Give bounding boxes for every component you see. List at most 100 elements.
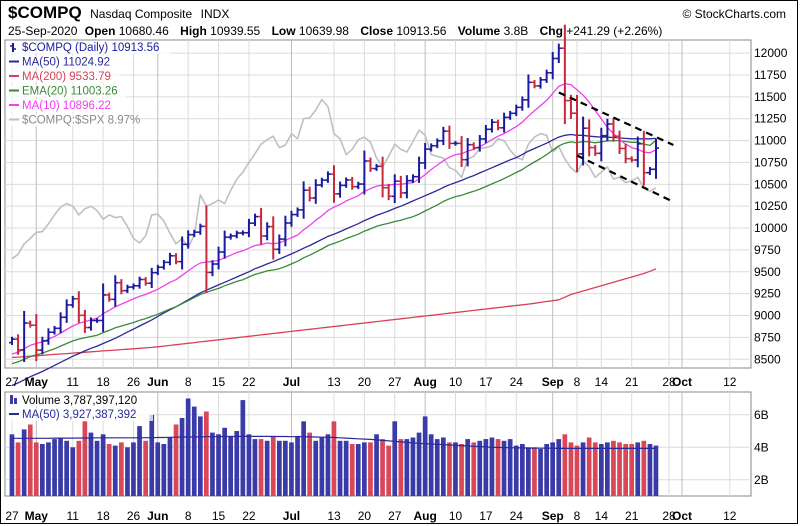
date-tick-label: May	[25, 509, 49, 523]
date-tick-label: 10	[449, 375, 463, 389]
ohlc-bar	[100, 283, 107, 332]
volume-bar	[143, 440, 148, 497]
volume-bar	[325, 434, 331, 497]
index-name: Nasdaq Composite	[90, 7, 193, 21]
date-tick-label: 21	[625, 375, 639, 389]
ohlc-bar	[118, 279, 125, 295]
ohlc-bar	[349, 176, 356, 190]
ohlc-bar	[488, 119, 495, 133]
ohlc-bar	[440, 126, 447, 146]
ohlc-bar	[179, 236, 186, 270]
date-tick-label: 18	[96, 509, 110, 523]
ohlc-bar	[428, 143, 435, 152]
volume-bar	[100, 434, 106, 497]
date-tick-label: 12	[723, 375, 737, 389]
close-value: 10913.56	[396, 24, 447, 38]
ohlc-bar	[191, 229, 198, 238]
volume-bar	[611, 440, 616, 497]
volume-bar	[301, 421, 306, 497]
quote-summary: 25-Sep-2020 Open 10680.46 High 10939.55 …	[8, 24, 670, 38]
date-tick-label: 18	[96, 375, 110, 389]
date-tick-label: 14	[595, 509, 609, 523]
volume-bar	[52, 439, 57, 496]
volume-bar	[434, 439, 440, 496]
ohlc-bar	[209, 260, 216, 277]
volume-bar	[368, 442, 373, 496]
close-label: Close	[360, 24, 394, 38]
ohlc-bar	[282, 215, 289, 247]
price-tick-label: 9250	[754, 287, 781, 301]
source-credit[interactable]: © StockCharts.com	[682, 7, 786, 21]
ohlc-bar	[215, 246, 222, 270]
volume-bar	[562, 434, 568, 497]
volume-bar	[568, 442, 574, 496]
ohlc-bar	[464, 137, 471, 167]
ohlc-bar	[9, 336, 15, 345]
legend-volume-swatch	[14, 398, 17, 404]
ohlc-bar	[409, 174, 416, 184]
volume-bar	[185, 398, 191, 496]
volume-bar	[404, 439, 410, 496]
volume-bar	[112, 445, 118, 496]
volume-bar	[210, 432, 215, 496]
volume-bar	[422, 416, 428, 496]
ohlc-bar	[610, 118, 617, 142]
ohlc-bar	[57, 312, 64, 334]
date-tick-label: 8	[574, 509, 581, 523]
ohlc-bar	[592, 144, 599, 156]
volume-bar	[489, 437, 495, 496]
price-tick-label: 10500	[754, 177, 788, 191]
volume-bar	[240, 400, 246, 496]
volume-bar	[270, 435, 276, 496]
volume-bar	[289, 442, 294, 496]
volume-bar	[319, 437, 325, 496]
ohlc-bar	[312, 179, 319, 204]
ohlc-bar	[434, 138, 441, 149]
ohlc-bar	[288, 210, 295, 227]
volume-bar	[513, 445, 519, 496]
price-tick-label: 9000	[754, 309, 781, 323]
volume-bar	[447, 442, 452, 496]
price-tick-label: 9750	[754, 243, 781, 257]
volume-bar	[313, 440, 319, 497]
ticker-symbol: $COMPQ	[8, 3, 82, 22]
date-tick-label: 11	[67, 509, 80, 523]
change-value: +241.29 (+2.26%)	[566, 24, 663, 38]
volume-ma50-line	[12, 435, 656, 449]
volume-bar	[33, 442, 39, 496]
legend-relative-strength: $COMPQ:$SPX 8.97%	[22, 115, 140, 127]
ma10-line	[11, 83, 657, 355]
ma200-line	[11, 268, 657, 359]
date-tick-label: 22	[242, 375, 256, 389]
ohlc-bar	[525, 74, 532, 108]
ohlc-bar	[361, 150, 368, 195]
ohlc-bar	[598, 127, 605, 162]
ohlc-bar	[136, 276, 143, 289]
legend-layer: $COMPQ (Daily) 10913.56 MA(50) 11024.92 MA…	[7, 41, 170, 421]
legend-volume-ma50: MA(50) 3,927,387,392	[22, 409, 136, 421]
volume-bar	[94, 440, 100, 497]
volume-bar	[441, 437, 446, 496]
volume-label: Volume	[457, 24, 501, 38]
ohlc-bar	[239, 230, 246, 236]
price-tick-label: 11500	[754, 90, 787, 104]
volume-bar	[307, 432, 312, 496]
volume-bar	[617, 442, 622, 496]
price-tick-label: 8500	[754, 352, 781, 366]
volume-bar	[125, 447, 130, 497]
date-tick-label: Aug	[413, 375, 436, 389]
volume-bar	[21, 429, 27, 496]
chart-header: $COMPQ Nasdaq Composite INDX	[8, 3, 229, 23]
volume-bar	[331, 421, 337, 497]
ohlc-bar	[197, 223, 204, 235]
ohlc-bar	[343, 177, 350, 188]
volume-bar	[76, 440, 82, 497]
price-panel-frame	[4, 39, 752, 369]
price-tick-label: 9500	[754, 265, 781, 279]
date-tick-label: 22	[242, 509, 256, 523]
price-tick-label: 12000	[754, 46, 788, 60]
volume-bar	[295, 435, 300, 496]
volume-bar	[191, 406, 197, 496]
date-tick-label: 15	[212, 509, 226, 523]
ohlc-bar	[422, 142, 429, 170]
